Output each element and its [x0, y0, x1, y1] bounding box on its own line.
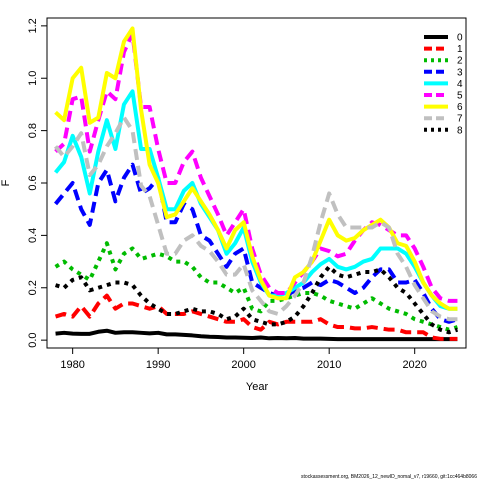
legend-label-2: 2 [457, 56, 463, 67]
x-axis-label: Year [246, 381, 269, 393]
legend-label-7: 7 [457, 114, 463, 125]
y-tick-label: 1.0 [27, 71, 39, 86]
footer-text: stockassessment.org, BM2026_12_newID_nom… [301, 474, 477, 480]
x-tick-label: 2020 [402, 359, 426, 371]
y-tick-label: 1.2 [27, 18, 39, 33]
y-tick-label: 0.8 [27, 123, 39, 138]
series-layer [54, 26, 459, 342]
legend-label-5: 5 [457, 91, 463, 102]
y-axis: 0.0 0.2 0.4 0.6 0.8 1.0 1.2 [27, 18, 47, 348]
legend-label-1: 1 [457, 44, 463, 55]
legend-label-6: 6 [457, 102, 463, 113]
x-tick-label: 1990 [146, 359, 170, 371]
x-axis: 1980 1990 2000 2010 2020 [60, 348, 427, 371]
legend-label-8: 8 [457, 125, 463, 136]
y-tick-label: 0.0 [27, 332, 39, 347]
series-line-8 [54, 264, 459, 335]
series-line-0 [55, 328, 458, 342]
series-line-1 [54, 293, 458, 341]
legend-label-3: 3 [457, 67, 463, 78]
legend-label-0: 0 [457, 33, 463, 44]
x-tick-label: 1980 [60, 359, 84, 371]
x-tick-label: 2000 [231, 359, 255, 371]
legend-label-4: 4 [457, 79, 463, 90]
y-axis-label: F [0, 179, 12, 186]
y-tick-label: 0.6 [27, 175, 39, 190]
y-tick-label: 0.4 [27, 228, 39, 243]
y-tick-label: 0.2 [27, 280, 39, 295]
x-tick-label: 2010 [317, 359, 341, 371]
series-line-3 [54, 162, 459, 324]
